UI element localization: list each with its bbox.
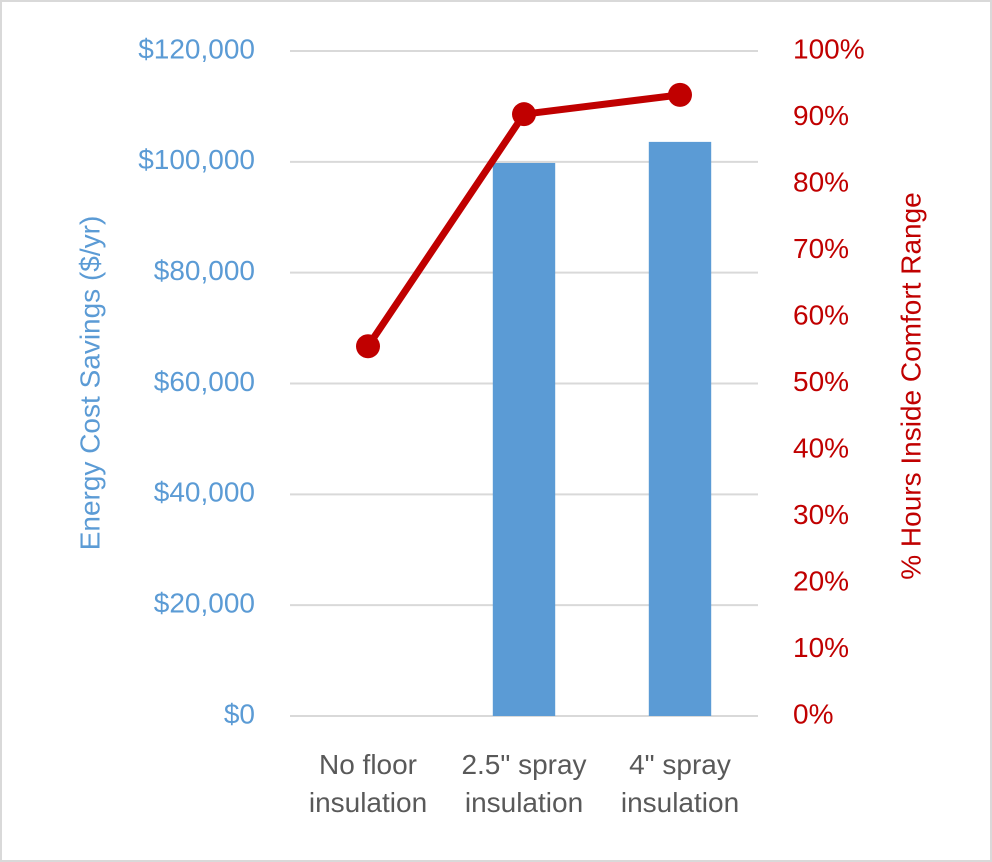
y2-tick-label: 40% [793, 432, 849, 463]
y2-tick-label: 20% [793, 565, 849, 596]
bar [492, 162, 556, 717]
y2-tick-label: 0% [793, 698, 833, 729]
y2-tick-label: 60% [793, 299, 849, 330]
bar [648, 141, 712, 717]
y-tick-label: $60,000 [154, 366, 255, 397]
x-tick-label: No floor insulation [308, 749, 428, 818]
y2-tick-label: 10% [793, 632, 849, 663]
y2-axis-title: % Hours Inside Comfort Range [895, 192, 926, 580]
y-tick-label: $120,000 [138, 33, 255, 64]
y2-tick-label: 90% [793, 100, 849, 131]
x-tick-label: 4" spray insulation [620, 749, 740, 818]
line-marker [668, 82, 692, 107]
line-marker [356, 334, 380, 359]
y-tick-label: $40,000 [154, 477, 255, 508]
x-tick-label: 2.5" spray insulation [461, 749, 587, 818]
y-tick-label: $0 [224, 698, 255, 729]
y-axis-title: Energy Cost Savings ($/yr) [74, 216, 105, 551]
y-tick-label: $20,000 [154, 588, 255, 619]
line-marker [512, 102, 536, 127]
y2-tick-label: 50% [793, 366, 849, 397]
y2-tick-label: 70% [793, 233, 849, 264]
y2-tick-label: 100% [793, 33, 865, 64]
y-tick-label: $80,000 [154, 255, 255, 286]
y2-tick-label: 80% [793, 166, 849, 197]
y2-tick-label: 30% [793, 499, 849, 530]
y-tick-label: $100,000 [138, 144, 255, 175]
